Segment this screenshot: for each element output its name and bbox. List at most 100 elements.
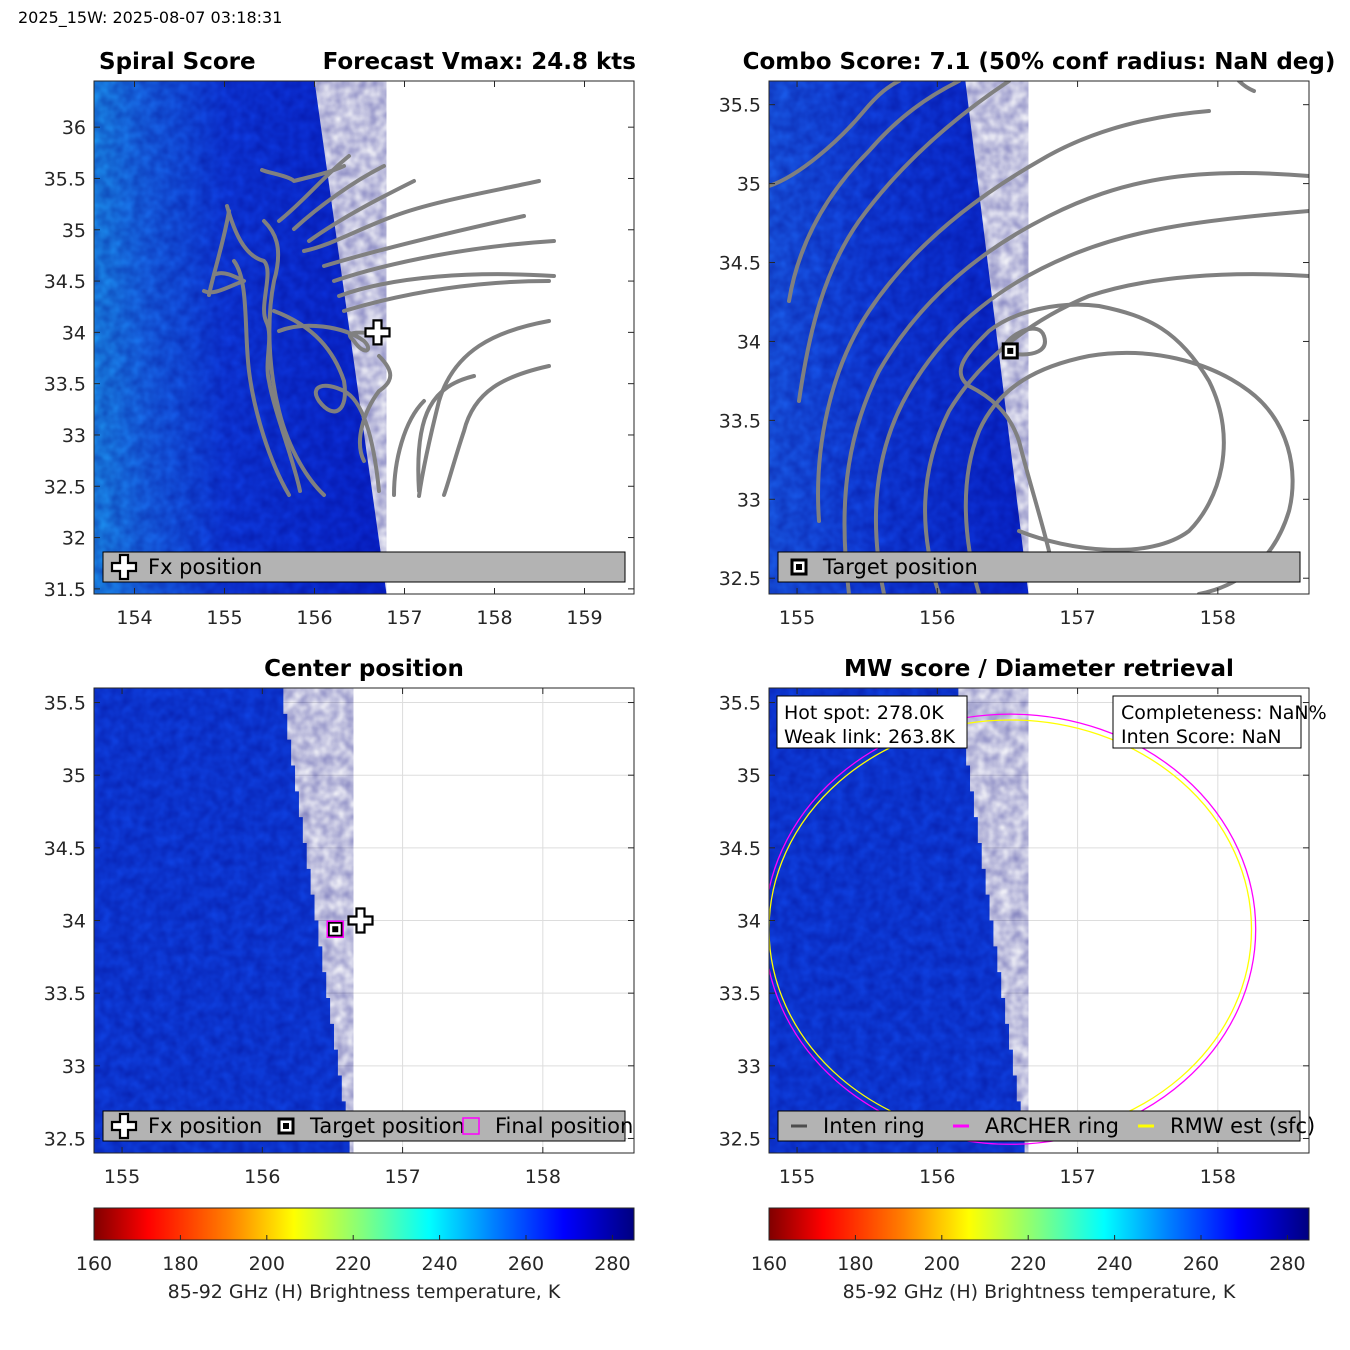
x-tick-label: 155 — [779, 607, 815, 629]
colorbar-tick-label: 280 — [594, 1253, 630, 1275]
colorbar-tick-label: 160 — [751, 1253, 787, 1275]
colorbar-tick-label: 200 — [924, 1253, 960, 1275]
contour-line — [963, 350, 1295, 594]
y-tick-label: 34 — [62, 911, 86, 933]
contour-line — [769, 81, 901, 188]
info-left-line: Weak link: 263.8K — [784, 726, 955, 748]
swath-texture — [94, 688, 354, 1153]
x-tick-label: 158 — [1200, 1166, 1236, 1188]
info-box-left-bg — [776, 695, 968, 749]
x-tick-label: 159 — [566, 607, 602, 629]
info-right-line: Inten Score: NaN — [1121, 726, 1282, 748]
y-tick-label: 32.5 — [44, 476, 86, 498]
x-tick-label: 158 — [476, 607, 512, 629]
contour-line — [787, 81, 961, 303]
y-tick-label: 32.5 — [719, 1128, 761, 1150]
colorbar-label: 85-92 GHz (H) Brightness temperature, K — [168, 1281, 561, 1303]
y-tick-label: 35.5 — [44, 168, 86, 190]
contour-line — [923, 272, 1309, 594]
colorbar-tick-label: 260 — [508, 1253, 544, 1275]
y-tick-label: 34.5 — [44, 271, 86, 293]
y-tick-label: 32 — [62, 528, 86, 550]
info-box-right-bg — [1112, 695, 1302, 749]
y-tick-label: 33 — [737, 489, 761, 511]
target-position-dot — [796, 564, 802, 570]
legend-label: Target position — [822, 555, 978, 579]
y-tick-label: 34.5 — [719, 253, 761, 275]
x-tick-label: 155 — [104, 1166, 140, 1188]
contour-line — [392, 399, 426, 497]
y-tick-label: 34 — [62, 322, 86, 344]
legend: Fx position Target position Final position — [102, 1110, 633, 1142]
colorbar-gradient — [768, 1207, 1310, 1241]
contour-line — [307, 179, 416, 243]
x-tick-label: 157 — [386, 607, 422, 629]
axes-frame — [768, 80, 1310, 595]
legend-bg — [102, 1110, 626, 1142]
legend-label: ARCHER ring — [985, 1114, 1119, 1138]
legend: Target position — [777, 551, 1301, 583]
contour-line — [797, 81, 1011, 403]
y-tick-label: 35.5 — [719, 95, 761, 117]
contour-line — [272, 309, 381, 493]
fx-position-marker — [110, 553, 138, 581]
legend-label: Fx position — [148, 555, 262, 579]
title: Combo Score: 7.1 (50% conf radius: NaN d… — [743, 49, 1336, 75]
legend-label: Fx position — [148, 1114, 262, 1138]
swath-group — [769, 81, 1309, 594]
x-tick-label: 156 — [296, 607, 332, 629]
y-tick-label: 33.5 — [44, 983, 86, 1005]
colorbar-tick-label: 180 — [837, 1253, 873, 1275]
target-position-dot — [283, 1123, 289, 1129]
panel-center: 155 156 157 158 32.5 33 33.5 34 34.5 35 35.5 Center… — [44, 656, 635, 1188]
title: Center position — [264, 656, 464, 682]
colorbar-tick-label: 280 — [1269, 1253, 1305, 1275]
y-tick-label: 31.5 — [44, 579, 86, 601]
legend-label: Final position — [495, 1114, 633, 1138]
fx-position-marker — [110, 1112, 138, 1140]
x-tick-label: 158 — [525, 1166, 561, 1188]
x-tick-label: 157 — [1059, 607, 1095, 629]
colorbar-tick-label: 220 — [1010, 1253, 1046, 1275]
x-tick-label: 155 — [779, 1166, 815, 1188]
target-position-dot — [332, 926, 339, 933]
swath-group — [769, 688, 1257, 1153]
swath-texture — [94, 81, 387, 594]
y-tick-label: 34.5 — [719, 838, 761, 860]
contour-line — [232, 259, 291, 497]
legend-bg — [777, 551, 1301, 583]
contour-line — [816, 109, 1211, 523]
swath-texture — [769, 688, 1029, 1153]
colorbar-tick-label: 200 — [249, 1253, 285, 1275]
y-tick-label: 36 — [62, 117, 86, 139]
y-tick-label: 35 — [737, 765, 761, 787]
y-tick-label: 33.5 — [44, 374, 86, 396]
x-tick-label: 156 — [919, 1166, 955, 1188]
y-tick-label: 33.5 — [719, 983, 761, 1005]
contour-line — [416, 374, 476, 493]
colorbar-tick-label: 260 — [1183, 1253, 1219, 1275]
y-tick-label: 35 — [62, 765, 86, 787]
info-right-line: Completeness: NaN% — [1121, 702, 1327, 724]
contour-line — [225, 204, 302, 493]
legend-label: RMW est (sfc) — [1170, 1114, 1315, 1138]
colorbar-tick-label: 180 — [162, 1253, 198, 1275]
y-tick-label: 32.5 — [719, 568, 761, 590]
y-tick-label: 35 — [737, 174, 761, 196]
contour-line — [442, 364, 551, 497]
x-tick-label: 158 — [1200, 607, 1236, 629]
final-position-marker — [462, 1117, 480, 1135]
contour-line — [277, 154, 351, 223]
contour-line — [322, 214, 526, 268]
legend-label: Inten ring — [823, 1114, 925, 1138]
x-tick-label: 156 — [244, 1166, 280, 1188]
x-tick-label: 156 — [919, 607, 955, 629]
contour-line — [292, 164, 386, 231]
swath-group — [94, 81, 556, 594]
axes-frame — [93, 80, 635, 595]
colorbar-tick-label: 220 — [335, 1253, 371, 1275]
y-tick-label: 35.5 — [44, 693, 86, 715]
contour-line — [277, 323, 371, 353]
